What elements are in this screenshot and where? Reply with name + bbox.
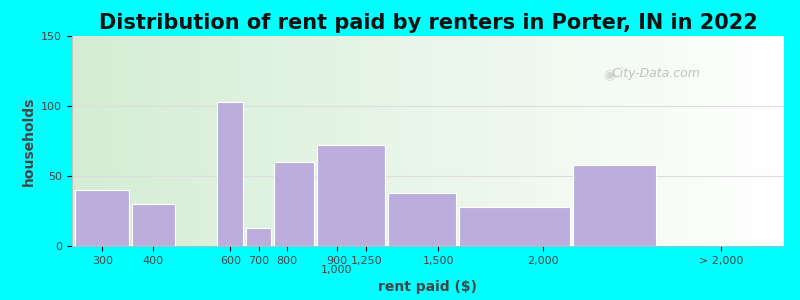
Bar bbox=[132, 204, 174, 246]
Text: ◉: ◉ bbox=[603, 67, 616, 81]
Bar bbox=[388, 193, 457, 246]
Bar bbox=[75, 190, 129, 246]
Bar bbox=[218, 102, 243, 246]
Y-axis label: households: households bbox=[22, 96, 36, 186]
Title: Distribution of rent paid by renters in Porter, IN in 2022: Distribution of rent paid by renters in … bbox=[98, 13, 758, 33]
Bar bbox=[274, 162, 314, 246]
Bar bbox=[459, 207, 570, 246]
X-axis label: rent paid ($): rent paid ($) bbox=[378, 280, 478, 294]
Bar bbox=[574, 165, 656, 246]
Bar bbox=[317, 145, 386, 246]
Bar bbox=[246, 228, 271, 246]
Text: City-Data.com: City-Data.com bbox=[611, 67, 700, 80]
